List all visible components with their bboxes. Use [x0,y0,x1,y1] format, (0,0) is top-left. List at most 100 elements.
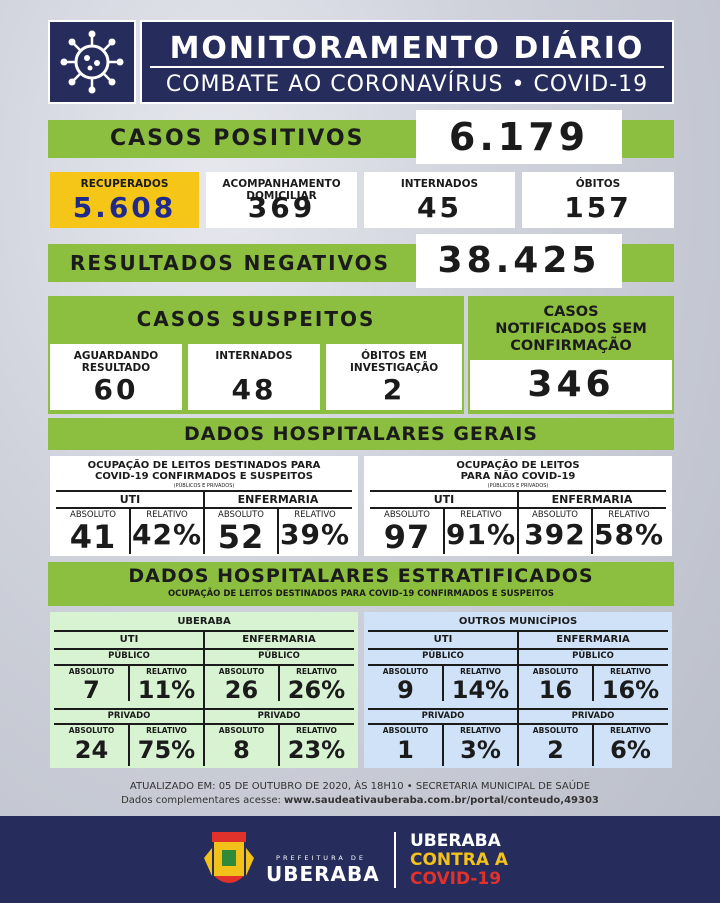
covid-beds-table: OCUPAÇÃO DE LEITOS DESTINADOS PARA COVID… [50,456,358,556]
noncovid-uti-abs: 97 [383,518,431,556]
covid-enf-rel: 39% [279,518,351,551]
divider [368,723,668,725]
divider [591,509,593,554]
non-covid-title-1: OCUPAÇÃO DE LEITOS [456,460,580,471]
abs-header: ABSOLUTO [68,726,115,735]
casos-positivos-box [416,110,622,164]
non-covid-beds-table: OCUPAÇÃO DE LEITOS PARA NÃO COVID-19 (PÚ… [364,456,672,556]
acompanhamento-card: ACOMPANHAMENTO DOMICILIAR 369 [206,172,357,228]
covid-beds-title-1: OCUPAÇÃO DE LEITOS DESTINADOS PARA [87,460,321,471]
estratificados-title: DADOS HOSPITALARES ESTRATIFICADOS [128,565,594,587]
suspeitos-label: CASOS SUSPEITOS [136,307,376,331]
coronavirus-icon [60,30,124,94]
divider [203,492,205,554]
estratificados-subtitle: OCUPAÇÃO DE LEITOS DESTINADOS PARA COVID… [167,589,555,599]
rel-header: RELATIVO [610,726,651,735]
divider [592,724,594,766]
uti-label: UTI [433,493,455,506]
covid-uti-abs: 41 [69,518,117,556]
more-info-line: Dados complementares acesse: www.saudeat… [0,794,720,808]
slogan-line-3: COVID-19 [410,869,502,889]
uberaba-enf-pri-rel: 23% [287,736,346,764]
privado-label: PRIVADO [571,711,615,721]
publico-label: PÚBLICO [108,651,150,661]
privado-label: PRIVADO [107,711,151,721]
uberaba-panel: UBERABA UTI ENFERMARIA PÚBLICO PÚBLICO A… [50,612,358,768]
enf-rel-header: RELATIVO [294,510,336,520]
hospitalares-gerais-title: DADOS HOSPITALARES GERAIS [183,423,538,445]
suspeitos-internados-card: INTERNADOS 48 [188,344,320,410]
divider [278,665,280,701]
brand-bar: PREFEITURA DE UBERABA UBERABA CONTRA A C… [0,816,720,903]
obitos-investigacao-value: 2 [382,373,406,406]
divider [54,723,354,725]
uberaba-enf-pri-abs: 8 [233,736,250,764]
covid-beds-note: (PÚBLICOS E PRIVADOS) [173,483,235,489]
noncovid-enf-rel: 58% [593,518,665,551]
divider [128,724,130,766]
outros-enf-pub-abs: 16 [538,676,573,704]
divider [370,490,666,492]
outros-enf-pri-rel: 6% [610,736,651,764]
negativos-value: 38.425 [437,240,601,281]
abs-header: ABSOLUTO [532,667,579,676]
aguardando-label: AGUARDANDO RESULTADO [73,350,159,374]
abs-header: ABSOLUTO [218,726,265,735]
enf-abs-header: ABSOLUTO [218,510,264,520]
divider [443,509,445,554]
uberaba-enf-pub-rel: 26% [287,676,346,704]
more-info-link[interactable]: www.saudeativauberaba.com.br/portal/cont… [284,795,599,806]
internados-value: 45 [417,191,462,224]
uberaba-uti-pub-abs: 7 [83,676,100,704]
divider [442,665,444,701]
covid-enf-abs: 52 [217,518,265,556]
divider [54,664,354,666]
uti-abs-header: ABSOLUTO [70,510,116,520]
enfermaria-label: ENFERMARIA [556,634,630,645]
obitos-value: 157 [564,191,632,224]
rel-header: RELATIVO [146,667,187,676]
uberaba-title: UBERABA [177,616,231,627]
uti-rel-header: RELATIVO [146,510,188,520]
page-title: MONITORAMENTO DIÁRIO [150,30,664,68]
aguardando-card: AGUARDANDO RESULTADO 60 [50,344,182,410]
uti-label: UTI [119,634,139,645]
more-info-prefix: Dados complementares acesse: [121,795,281,806]
uti-rel-header: RELATIVO [460,510,502,520]
outros-uti-pub-rel: 14% [451,676,510,704]
abs-header: ABSOLUTO [68,667,115,676]
divider [56,507,352,509]
internados-label: INTERNADOS [400,178,479,190]
notificados-value: 346 [527,364,615,405]
negativos-label: RESULTADOS NEGATIVOS [70,251,391,275]
recuperados-value: 5.608 [72,191,177,224]
recuperados-card: RECUPERADOS 5.608 [50,172,199,228]
header-title-box: MONITORAMENTO DIÁRIO COMBATE AO CORONAVÍ… [140,20,674,104]
prefeitura-label: PREFEITURA DE [276,854,366,862]
internados-card: INTERNADOS 45 [364,172,515,228]
abs-header: ABSOLUTO [382,667,429,676]
obitos-investigacao-card: ÓBITOS EM INVESTIGAÇÃO 2 [326,344,462,410]
divider [368,630,668,632]
negativos-box [416,234,622,288]
enfermaria-label: ENFERMARIA [242,634,316,645]
casos-positivos-label: CASOS POSITIVOS [110,126,365,151]
noncovid-enf-abs: 392 [524,518,586,551]
slogan-line-1: UBERABA [410,831,501,851]
abs-header: ABSOLUTO [532,726,579,735]
uberaba-uti-pri-rel: 75% [137,736,196,764]
enf-abs-header: ABSOLUTO [532,510,578,520]
uberaba-enf-pub-abs: 26 [224,676,259,704]
update-line: ATUALIZADO EM: 05 DE OUTUBRO DE 2020, ÀS… [129,781,591,792]
divider [368,648,668,650]
obitos-label: ÓBITOS [575,178,621,190]
uti-label: UTI [119,493,141,506]
divider [592,665,594,701]
suspeitos-internados-value: 48 [231,373,277,406]
enfermaria-label: ENFERMARIA [551,493,633,506]
rel-header: RELATIVO [296,726,337,735]
abs-header: ABSOLUTO [218,667,265,676]
obitos-investigacao-label: ÓBITOS EM INVESTIGAÇÃO [350,350,439,374]
publico-label: PÚBLICO [422,651,464,661]
acompanhamento-label: ACOMPANHAMENTO DOMICILIAR [222,178,341,202]
